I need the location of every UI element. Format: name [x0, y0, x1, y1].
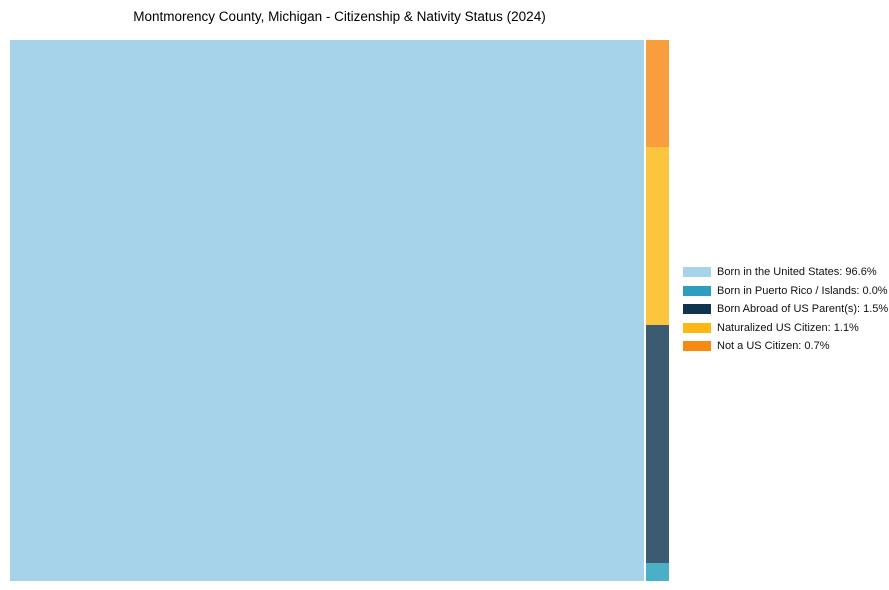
legend-item-born-in-us: Born in the United States: 96.6%: [683, 266, 888, 278]
legend-label-born-abroad: Born Abroad of US Parent(s): 1.5%: [717, 303, 889, 315]
legend: Born in the United States: 96.6% Born in…: [683, 266, 889, 352]
legend-item-naturalized: Naturalized US Citizen: 1.1%: [683, 321, 888, 334]
treemap-tile-born-abroad-us-parents[interactable]: [646, 325, 669, 563]
legend-swatch-born-puerto-rico: [683, 285, 711, 296]
legend-swatch-born-abroad: [683, 304, 711, 314]
treemap-tile-naturalized-citizen[interactable]: [646, 147, 669, 325]
legend-item-not-citizen: Not a US Citizen: 0.7%: [683, 340, 888, 352]
legend-swatch-born-in-us: [683, 267, 711, 277]
legend-item-born-puerto-rico: Born in Puerto Rico / Islands: 0.0%: [683, 284, 888, 297]
legend-label-naturalized: Naturalized US Citizen: 1.1%: [717, 321, 859, 334]
legend-item-born-abroad: Born Abroad of US Parent(s): 1.5%: [683, 303, 889, 315]
treemap-plot-area: [10, 40, 669, 581]
treemap-tile-not-us-citizen[interactable]: [646, 40, 669, 147]
chart-title: Montmorency County, Michigan - Citizensh…: [133, 9, 546, 24]
legend-swatch-not-citizen: [683, 341, 711, 351]
legend-label-born-in-us: Born in the United States: 96.6%: [717, 266, 877, 278]
legend-swatch-naturalized: [683, 322, 711, 333]
treemap-tile-born-in-us[interactable]: [10, 40, 644, 581]
legend-label-born-puerto-rico: Born in Puerto Rico / Islands: 0.0%: [717, 284, 888, 297]
legend-label-not-citizen: Not a US Citizen: 0.7%: [717, 340, 830, 352]
treemap-tile-born-puerto-rico-islands[interactable]: [646, 563, 669, 581]
